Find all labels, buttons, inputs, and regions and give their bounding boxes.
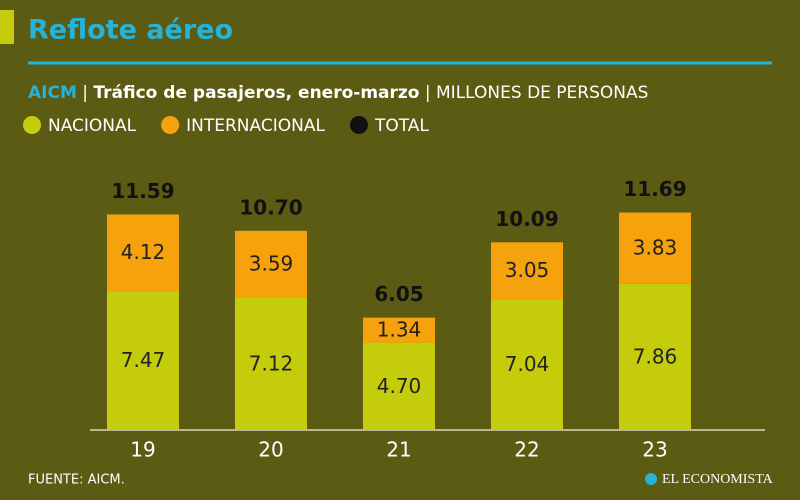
value-label: 7.47 (121, 348, 166, 372)
x-tick-label: 19 (130, 438, 155, 462)
source: FUENTE: AICM. (28, 473, 125, 488)
subtitle: AICM | Tráfico de pasajeros, enero-marzo… (28, 83, 648, 103)
value-label: 3.05 (505, 258, 550, 282)
legend-label: NACIONAL (48, 116, 137, 136)
legend-label: INTERNACIONAL (186, 116, 325, 136)
value-label: 7.04 (505, 352, 550, 376)
title-accent (0, 10, 14, 44)
subtitle-part: AICM (28, 83, 77, 103)
value-label: 7.12 (249, 351, 294, 375)
legend-label: TOTAL (374, 116, 429, 136)
value-label: 3.59 (249, 252, 294, 276)
brand: EL ECONOMISTA (662, 472, 774, 487)
bar-segment (107, 291, 179, 430)
value-label: 1.34 (377, 318, 422, 342)
value-label: 7.86 (633, 344, 678, 368)
bar-segment (235, 230, 307, 298)
legend-swatch (349, 116, 368, 134)
bar-segment (619, 283, 691, 430)
value-label: 4.70 (377, 374, 422, 398)
bar-segment (619, 212, 691, 284)
bar-segment (363, 342, 435, 430)
total-label: 11.59 (111, 179, 174, 203)
legend-swatch (23, 116, 41, 134)
total-label: 6.05 (374, 282, 423, 306)
total-label: 10.09 (495, 207, 558, 231)
bar-segment (491, 242, 563, 300)
value-label: 4.12 (121, 240, 166, 264)
brand-logo (645, 473, 657, 485)
bar-segment (491, 299, 563, 430)
x-tick-label: 22 (514, 438, 539, 462)
bar-segment (363, 317, 435, 343)
bar-segment (235, 297, 307, 430)
chart-title: Reflote aéreo (28, 15, 233, 46)
subtitle-separator: | (82, 83, 88, 103)
x-tick-label: 21 (386, 438, 411, 462)
subtitle-separator: | (425, 83, 431, 103)
value-label: 3.83 (633, 236, 678, 260)
total-label: 10.70 (239, 195, 302, 219)
x-tick-label: 20 (258, 438, 283, 462)
total-label: 11.69 (623, 177, 686, 201)
subtitle-part: MILLONES DE PERSONAS (436, 83, 648, 103)
bar-segment (107, 214, 179, 292)
subtitle-part: Tráfico de pasajeros, enero-marzo (93, 83, 419, 103)
x-tick-label: 23 (642, 438, 667, 462)
legend-swatch (161, 116, 180, 134)
